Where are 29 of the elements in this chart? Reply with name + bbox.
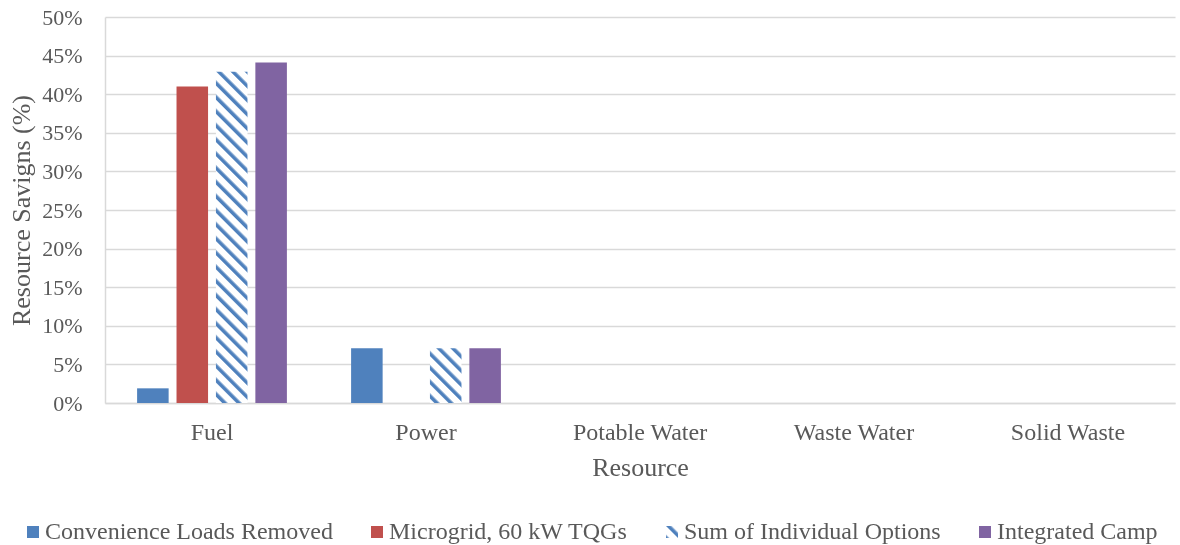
bar xyxy=(469,348,501,403)
bar xyxy=(351,348,383,403)
x-tick-label: Fuel xyxy=(190,418,234,445)
y-tick-label: 45% xyxy=(42,43,83,69)
x-tick-label: Solid Waste xyxy=(1010,418,1126,445)
legend-label: Sum of Individual Options xyxy=(684,518,941,544)
y-tick-label: 30% xyxy=(42,158,83,184)
y-tick-label: 5% xyxy=(53,351,83,377)
legend-label: Integrated Camp xyxy=(997,518,1158,544)
y-tick-label: 15% xyxy=(42,274,83,300)
x-tick-label: Power xyxy=(395,418,457,445)
x-axis-title: Resource xyxy=(592,452,689,482)
y-tick-label: 50% xyxy=(42,4,83,30)
bar xyxy=(255,62,287,403)
bar xyxy=(176,86,209,403)
y-tick-label: 0% xyxy=(53,390,83,416)
y-tick-label: 20% xyxy=(42,236,83,262)
y-tick-label: 35% xyxy=(42,120,83,146)
x-tick-label: Potable Water xyxy=(572,418,708,445)
bar xyxy=(215,71,248,403)
y-axis-title: Resource Savigns (%) xyxy=(7,94,37,327)
bar xyxy=(429,348,462,403)
legend-label: Microgrid, 60 kW TQGs xyxy=(389,518,627,544)
x-tick-label: Waste Water xyxy=(793,418,915,445)
bar xyxy=(137,388,169,403)
y-tick-label: 40% xyxy=(42,81,83,107)
y-tick-label: 25% xyxy=(42,197,83,223)
y-tick-label: 10% xyxy=(42,313,83,339)
legend-label: Convenience Loads Removed xyxy=(45,518,333,544)
